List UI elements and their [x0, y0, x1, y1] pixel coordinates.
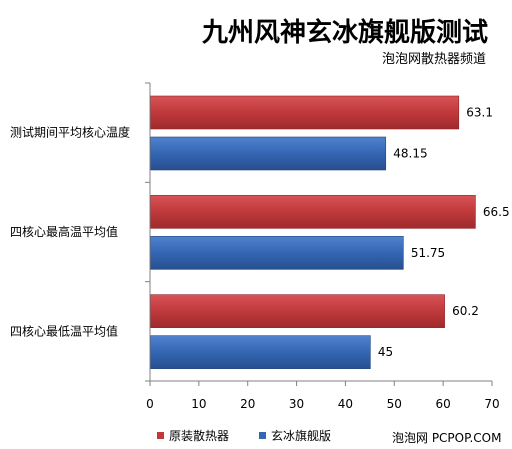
data-label: 48.15 [393, 147, 427, 161]
data-label: 60.2 [452, 304, 479, 318]
watermark-text: 泡泡网 PCPOP.COM [392, 431, 501, 445]
x-tick-label: 30 [289, 397, 304, 411]
bar-deepcool-cooler [150, 136, 387, 171]
category-label: 测试期间平均核心温度 [10, 125, 130, 140]
bar-stock-cooler [150, 95, 460, 130]
x-tick-label: 10 [191, 397, 206, 411]
x-tick-label: 70 [484, 397, 499, 411]
legend-swatch-stock [157, 432, 164, 439]
x-tick-label: 0 [146, 397, 154, 411]
x-tick-label: 60 [436, 397, 451, 411]
x-tick-label: 40 [338, 397, 353, 411]
x-tick-label: 50 [387, 397, 402, 411]
category-label: 四核心最高温平均值 [10, 224, 118, 239]
data-label: 66.5 [483, 205, 510, 219]
bar-deepcool-cooler [150, 236, 404, 270]
chart-subtitle: 泡泡网散热器频道 [382, 52, 486, 67]
x-tick-label: 20 [240, 397, 255, 411]
legend-label: 玄冰旗舰版 [271, 428, 331, 443]
legend-swatch-deepcool [259, 432, 266, 439]
chart-title: 九州风神玄冰旗舰版测试 [201, 17, 488, 48]
data-label: 51.75 [411, 246, 445, 260]
category-label: 四核心最低温平均值 [10, 323, 118, 338]
bar-stock-cooler [150, 294, 445, 328]
data-label: 45 [378, 345, 393, 359]
legend-label: 原装散热器 [169, 428, 229, 443]
bar-deepcool-cooler [150, 335, 371, 369]
bar-stock-cooler [150, 195, 476, 229]
data-label: 63.1 [466, 106, 493, 120]
